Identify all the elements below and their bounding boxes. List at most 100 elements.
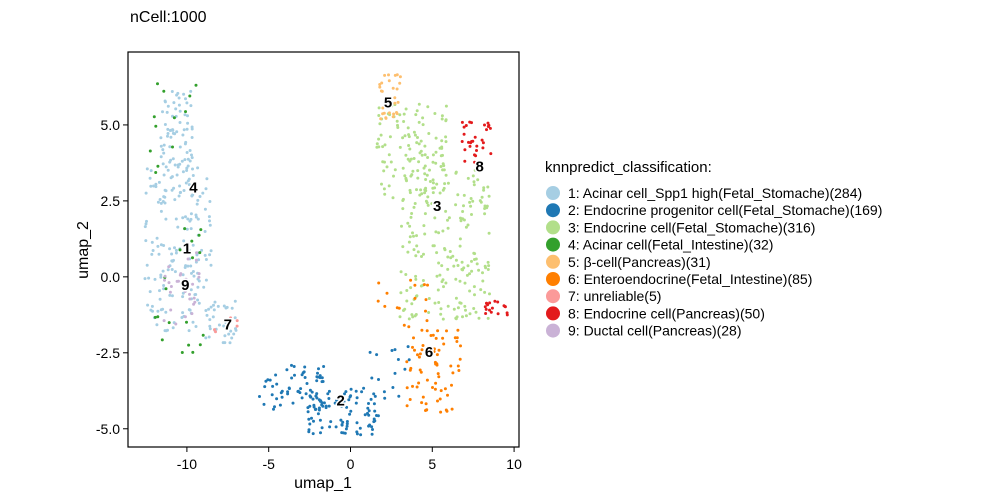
point-cluster-3 (418, 193, 422, 197)
point-cluster-3 (401, 136, 405, 140)
point-cluster-6 (411, 384, 414, 388)
point-cluster-3 (466, 176, 470, 180)
point-cluster-8 (481, 141, 485, 145)
point-cluster-3 (431, 244, 435, 248)
point-cluster-2 (273, 405, 276, 409)
point-cluster-3 (482, 188, 486, 192)
point-cluster-1 (191, 243, 195, 247)
point-cluster-5 (393, 96, 397, 100)
point-cluster-3 (390, 104, 394, 108)
point-cluster-3 (454, 171, 458, 175)
point-cluster-3 (412, 234, 415, 238)
point-cluster-3 (433, 186, 437, 190)
point-cluster-9 (169, 285, 173, 288)
point-cluster-1 (195, 202, 199, 206)
point-cluster-3 (464, 225, 468, 229)
point-cluster-3 (416, 169, 420, 173)
point-cluster-1 (168, 293, 172, 297)
point-cluster-3 (390, 101, 394, 105)
point-cluster-1 (177, 103, 181, 107)
point-cluster-6 (418, 368, 422, 372)
point-cluster-2 (321, 380, 325, 383)
point-cluster-6 (413, 283, 417, 287)
point-cluster-3 (408, 224, 412, 228)
point-cluster-1 (196, 285, 200, 289)
point-cluster-2 (320, 426, 324, 430)
point-cluster-3 (426, 203, 430, 207)
point-cluster-1 (175, 173, 179, 177)
point-cluster-1 (186, 286, 190, 290)
point-cluster-1 (224, 321, 228, 325)
point-cluster-3 (431, 153, 435, 157)
x-tick-label: 10 (506, 456, 522, 472)
point-cluster-3 (408, 191, 412, 195)
point-cluster-1 (185, 169, 189, 172)
point-cluster-1 (208, 253, 212, 257)
point-cluster-3 (419, 139, 423, 143)
point-cluster-1 (144, 222, 148, 226)
point-cluster-1 (183, 158, 187, 162)
point-cluster-2 (345, 420, 349, 423)
point-cluster-3 (431, 160, 435, 164)
point-cluster-6 (416, 353, 419, 357)
chart-title: nCell:1000 (130, 9, 207, 26)
point-cluster-1 (197, 258, 201, 262)
point-cluster-6 (419, 370, 423, 374)
point-cluster-1 (181, 295, 185, 299)
point-cluster-2 (377, 378, 380, 381)
point-cluster-1 (145, 263, 149, 267)
point-cluster-3 (409, 157, 413, 161)
point-cluster-1 (166, 132, 170, 135)
point-cluster-2 (369, 397, 373, 401)
point-cluster-1 (172, 101, 176, 105)
point-cluster-3 (399, 270, 403, 274)
point-cluster-5 (387, 104, 391, 108)
point-cluster-3 (458, 279, 462, 283)
point-cluster-1 (185, 151, 189, 154)
point-cluster-6 (424, 309, 427, 313)
point-cluster-4 (199, 228, 203, 232)
point-cluster-3 (437, 261, 441, 265)
point-cluster-2 (370, 376, 374, 380)
point-cluster-1 (159, 201, 163, 205)
point-cluster-3 (427, 311, 431, 314)
legend-label: 4: Acinar cell(Fetal_Intestine)(32) (568, 237, 773, 253)
point-cluster-2 (280, 395, 284, 399)
point-cluster-1 (189, 104, 193, 108)
point-cluster-2 (311, 432, 315, 436)
point-cluster-1 (209, 249, 213, 253)
point-cluster-8 (483, 123, 486, 127)
point-cluster-4 (171, 145, 174, 149)
point-cluster-8 (496, 312, 500, 316)
point-cluster-6 (417, 355, 421, 359)
point-cluster-2 (370, 432, 374, 436)
point-cluster-1 (233, 316, 237, 320)
point-cluster-8 (475, 149, 478, 152)
point-cluster-6 (436, 329, 440, 333)
legend-swatch (546, 237, 560, 252)
point-cluster-3 (472, 251, 476, 255)
point-cluster-3 (472, 307, 476, 310)
point-cluster-1 (187, 282, 191, 286)
point-cluster-2 (327, 397, 331, 400)
point-cluster-1 (198, 195, 202, 198)
point-cluster-1 (149, 184, 153, 188)
point-cluster-1 (190, 136, 194, 139)
point-cluster-6 (459, 344, 462, 348)
point-cluster-4 (191, 256, 194, 260)
point-cluster-8 (460, 140, 464, 143)
point-cluster-2 (313, 408, 317, 411)
point-cluster-1 (162, 284, 166, 287)
point-cluster-2 (327, 404, 331, 408)
point-cluster-6 (445, 329, 448, 333)
point-cluster-2 (290, 376, 294, 380)
point-cluster-1 (159, 275, 163, 279)
point-cluster-1 (207, 335, 211, 339)
point-cluster-3 (472, 285, 476, 289)
point-cluster-1 (222, 304, 226, 308)
point-cluster-3 (375, 142, 379, 146)
point-cluster-3 (406, 221, 410, 225)
point-cluster-9 (184, 277, 188, 281)
point-cluster-1 (174, 251, 178, 255)
point-cluster-2 (403, 367, 407, 371)
